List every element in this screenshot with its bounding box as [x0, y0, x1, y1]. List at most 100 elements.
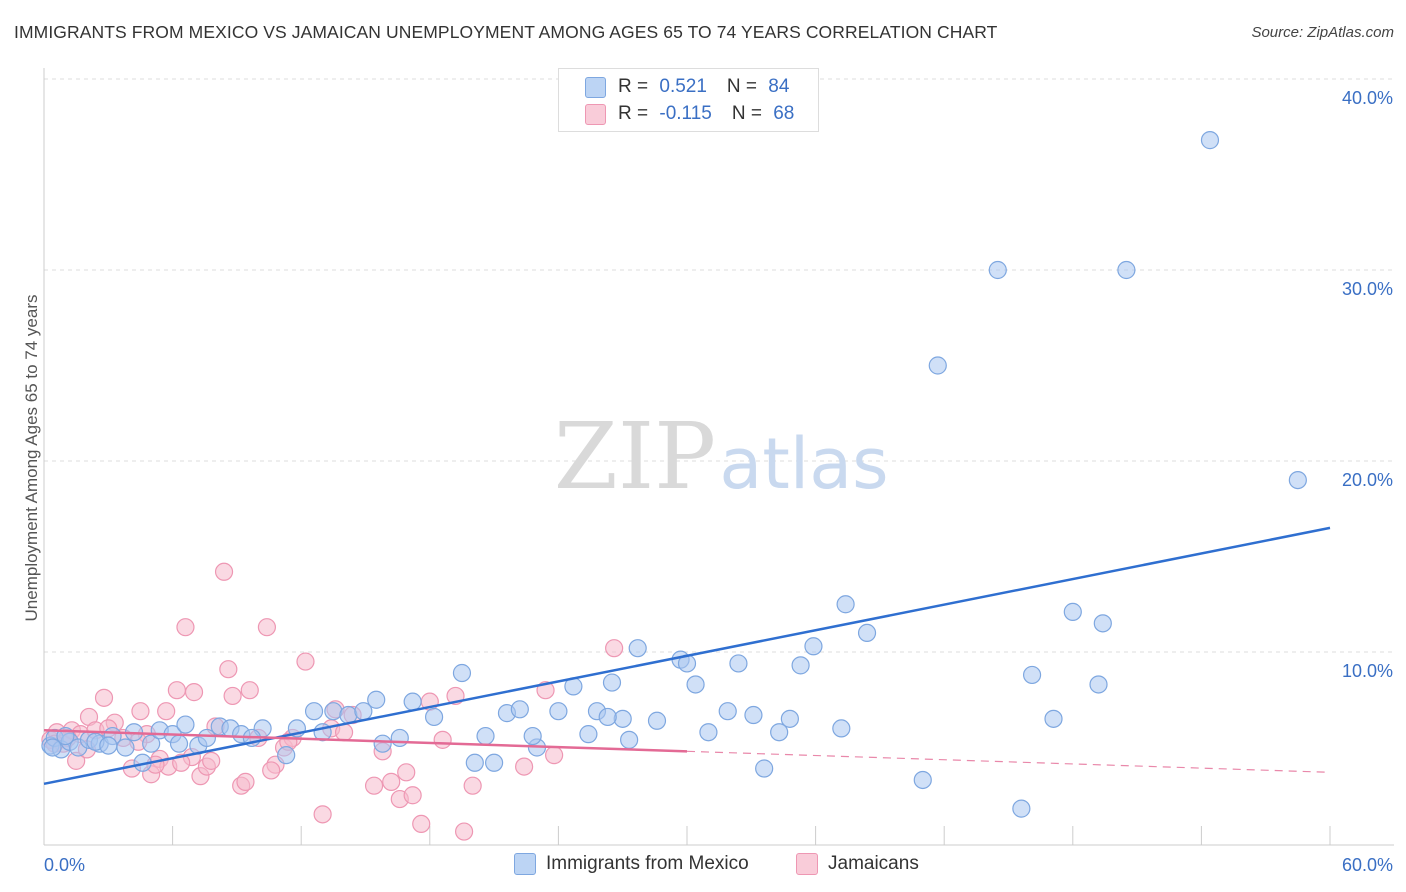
bottom-legend-swatch-blue: [514, 853, 536, 875]
data-point-mexico: [549, 702, 568, 721]
data-point-mexico: [744, 705, 763, 725]
data-point-jamaicans: [240, 681, 259, 700]
bottom-legend-label: Immigrants from Mexico: [546, 853, 749, 874]
data-point-mexico: [485, 753, 504, 772]
x-tick-label: 0.0%: [44, 855, 85, 875]
y-tick-label: 20.0%: [1342, 470, 1393, 490]
data-point-jamaicans: [364, 776, 384, 795]
data-point-mexico: [832, 719, 851, 738]
data-point-jamaicans: [433, 730, 452, 749]
series-mexico-points: [41, 131, 1307, 818]
chart-title: IMMIGRANTS FROM MEXICO VS JAMAICAN UNEMP…: [14, 22, 998, 42]
data-point-mexico: [988, 260, 1007, 280]
data-point-mexico: [857, 623, 877, 643]
data-point-jamaicans: [167, 681, 186, 700]
data-point-mexico: [1117, 260, 1136, 280]
trend-line-mexico: [43, 526, 1331, 786]
data-point-mexico: [176, 715, 195, 734]
trend-line-jamaicans: [43, 729, 688, 753]
data-point-mexico: [620, 730, 639, 749]
data-point-mexico: [928, 356, 947, 375]
legend-n-label: N =: [726, 76, 763, 97]
data-point-mexico: [647, 711, 667, 730]
data-point-mexico: [367, 690, 386, 709]
y-tick-labels: 10.0% 20.0% 30.0% 40.0%: [1342, 88, 1393, 681]
data-point-jamaicans: [545, 746, 564, 765]
data-point-mexico: [452, 663, 472, 683]
data-point-jamaicans: [157, 702, 176, 721]
data-point-jamaicans: [219, 660, 238, 679]
data-point-mexico: [116, 738, 135, 757]
data-point-jamaicans: [296, 652, 315, 671]
bottom-legend-label: Jamaicans: [828, 853, 919, 874]
watermark-zip: ZIP: [554, 403, 716, 510]
data-point-mexico: [1093, 614, 1112, 633]
data-point-mexico: [99, 736, 118, 755]
y-tick-label: 40.0%: [1342, 88, 1393, 108]
data-point-mexico: [628, 639, 647, 658]
series-jamaicans-points: [41, 562, 624, 841]
data-point-jamaicans: [257, 618, 277, 637]
y-tick-label: 30.0%: [1342, 279, 1393, 299]
data-point-mexico: [523, 726, 542, 746]
data-point-mexico: [510, 700, 529, 719]
data-point-mexico: [169, 734, 189, 753]
grid-lines: [44, 78, 1394, 653]
legend-swatch-blue: [585, 77, 606, 98]
source-label: Source: ZipAtlas.com: [1251, 24, 1394, 41]
data-point-mexico: [1063, 602, 1082, 621]
axes: [43, 68, 1394, 846]
data-point-mexico: [197, 728, 216, 748]
data-point-mexico: [476, 726, 495, 746]
y-tick-label: 10.0%: [1342, 661, 1393, 681]
data-point-mexico: [1044, 709, 1063, 728]
legend-r-value: -0.115: [659, 103, 712, 124]
data-point-jamaicans: [223, 686, 242, 706]
data-point-jamaicans: [94, 688, 114, 707]
data-point-mexico: [718, 702, 737, 721]
data-point-mexico: [1288, 471, 1307, 490]
data-point-jamaicans: [313, 805, 332, 824]
data-point-jamaicans: [463, 776, 482, 795]
data-point-jamaicans: [176, 618, 195, 637]
data-point-mexico: [1012, 799, 1031, 818]
data-point-mexico: [699, 723, 718, 742]
data-point-mexico: [277, 746, 296, 765]
data-point-mexico: [780, 709, 799, 728]
data-point-mexico: [373, 734, 392, 753]
stats-legend: R = 0.521 N = 84 R = -0.115 N = 68: [558, 68, 819, 132]
data-point-mexico: [1089, 675, 1108, 694]
y-axis-label: Unemployment Among Ages 65 to 74 years: [22, 295, 41, 622]
legend-n-value: 68: [773, 103, 795, 124]
x-tick-label: 60.0%: [1342, 855, 1393, 875]
watermark-atlas: atlas: [719, 423, 888, 505]
legend-n-label: N =: [731, 103, 768, 124]
data-point-jamaicans: [412, 814, 431, 834]
data-point-mexico: [686, 675, 705, 694]
data-point-jamaicans: [382, 772, 401, 791]
data-point-mexico: [1200, 131, 1220, 150]
data-point-mexico: [390, 728, 409, 748]
data-point-mexico: [598, 707, 617, 727]
data-point-jamaicans: [131, 702, 150, 721]
data-point-jamaicans: [202, 751, 221, 770]
data-point-mexico: [770, 723, 789, 742]
data-point-mexico: [324, 702, 343, 721]
data-point-mexico: [304, 702, 324, 721]
data-point-jamaicans: [403, 786, 422, 805]
bottom-legend-swatch-pink: [796, 853, 818, 875]
legend-r-label: R =: [618, 76, 654, 97]
legend-r-value: 0.521: [659, 76, 707, 97]
data-point-mexico: [913, 770, 932, 790]
data-point-mexico: [755, 759, 774, 778]
data-point-jamaicans: [262, 761, 281, 780]
data-point-mexico: [729, 654, 748, 673]
data-point-mexico: [579, 725, 598, 744]
data-point-mexico: [403, 692, 422, 711]
data-point-jamaicans: [605, 639, 624, 658]
data-point-jamaicans: [214, 562, 234, 581]
data-point-jamaicans: [397, 763, 416, 782]
data-point-mexico: [602, 673, 622, 692]
data-point-jamaicans: [184, 683, 204, 702]
